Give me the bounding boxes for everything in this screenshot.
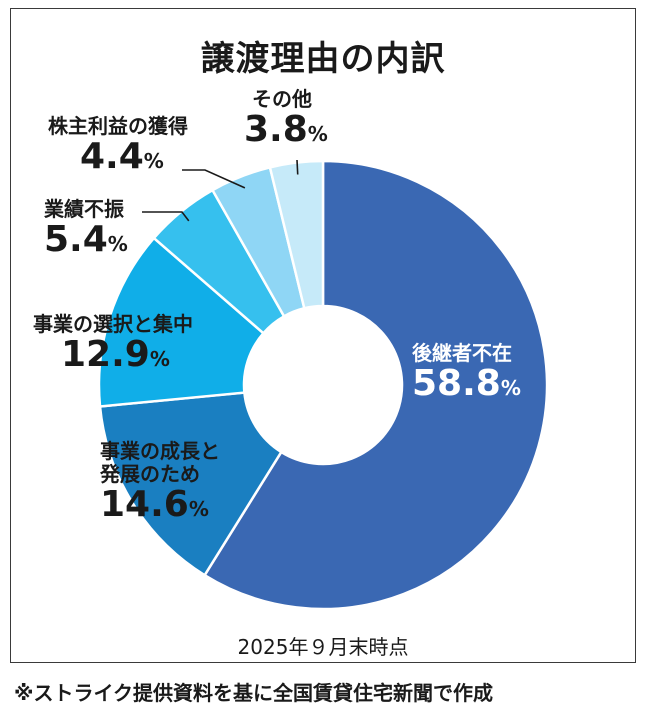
slice-value: 14.6	[100, 484, 189, 525]
leader-line-3	[142, 211, 190, 222]
chart-title: 譲渡理由の内訳	[200, 39, 446, 79]
percent-unit: %	[188, 497, 209, 521]
slice-label-name: 発展のため	[100, 462, 200, 486]
label-slice-0: 後継者不在 58.8%	[412, 342, 521, 403]
slice-value: 5.4	[44, 219, 108, 260]
slice-label-name: その他	[252, 87, 312, 111]
leader-line-5	[296, 159, 299, 175]
slice-1	[98, 391, 283, 577]
percent-unit: %	[107, 232, 128, 256]
label-slice-2: 事業の選択と集中 12.9%	[33, 313, 193, 374]
slice-0	[202, 159, 549, 611]
label-slice-1: 事業の成長と 発展のため 14.6%	[100, 440, 220, 524]
percent-unit: %	[149, 347, 170, 371]
slice-2	[97, 236, 266, 408]
label-slice-3: 業績不振 5.4%	[44, 198, 128, 259]
percent-unit: %	[143, 149, 164, 173]
slice-5	[268, 159, 325, 310]
slice-value: 58.8	[412, 363, 501, 404]
leader-line-4	[182, 169, 246, 189]
slice-label-name: 事業の選択と集中	[33, 312, 193, 336]
slice-value: 12.9	[61, 334, 150, 375]
slice-value: 3.8	[244, 109, 308, 150]
percent-unit: %	[500, 376, 521, 400]
slice-value: 4.4	[80, 136, 144, 177]
source-note: ※ストライク提供資料を基に全国賃貸住宅新聞で作成	[14, 681, 494, 705]
label-slice-4: 株主利益の獲得 4.4%	[48, 115, 188, 176]
percent-unit: %	[307, 122, 328, 146]
date-note: 2025年９月末時点	[237, 635, 409, 659]
slice-label-name: 後継者不在	[412, 341, 512, 365]
slice-label-name: 株主利益の獲得	[48, 114, 188, 138]
slice-label-name: 事業の成長と	[100, 439, 220, 463]
slice-label-name: 業績不振	[44, 197, 124, 221]
label-slice-5: その他 3.8%	[244, 88, 328, 149]
